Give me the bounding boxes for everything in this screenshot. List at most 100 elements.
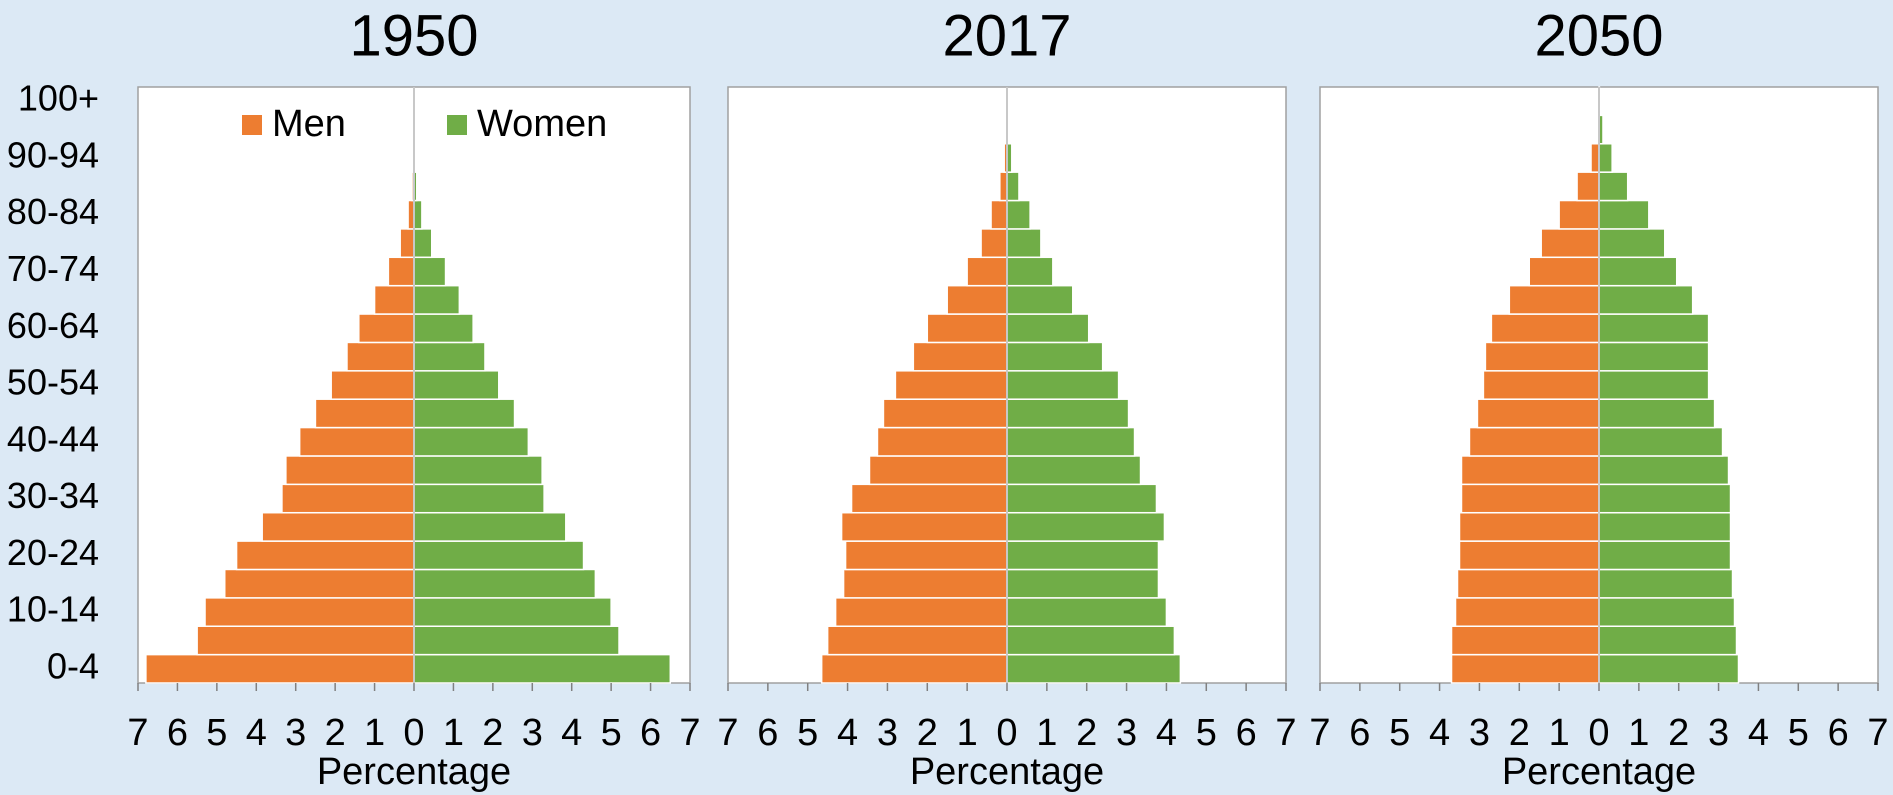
x-tick-label: 1 — [364, 712, 385, 754]
chart-title: 1950 — [349, 3, 478, 68]
bar — [1598, 370, 1710, 400]
bar — [926, 313, 1008, 344]
x-tick-label: 2 — [1509, 712, 1530, 754]
bar — [298, 426, 415, 457]
bar — [1006, 256, 1054, 287]
bar — [1598, 284, 1694, 315]
y-tick-label: 20-24 — [7, 532, 99, 573]
x-tick-label: 6 — [1828, 712, 1849, 754]
x-tick-label: 5 — [206, 712, 227, 754]
bar — [1484, 341, 1600, 372]
bar — [413, 256, 447, 287]
chart-title: 2050 — [1534, 3, 1663, 68]
bar — [413, 426, 530, 457]
x-tick-label: 7 — [1867, 712, 1888, 754]
bar — [1540, 228, 1600, 259]
x-tick-label: 2 — [1668, 712, 1689, 754]
x-tick-label: 0 — [403, 712, 424, 754]
y-tick-label: 0-4 — [47, 645, 99, 686]
bar — [1006, 313, 1090, 344]
x-tick-label: 5 — [1196, 712, 1217, 754]
bar — [413, 199, 423, 230]
bar — [373, 284, 415, 315]
x-tick-label: 1 — [957, 712, 978, 754]
bar — [1490, 313, 1600, 344]
y-tick-label: 60-64 — [7, 305, 99, 346]
bar — [285, 455, 415, 486]
x-tick-label: 2 — [482, 712, 503, 754]
bar — [1598, 228, 1666, 259]
bar — [826, 625, 1008, 656]
bar — [1576, 171, 1600, 202]
bar — [1590, 143, 1600, 173]
bar — [1456, 568, 1600, 599]
x-tick-label: 3 — [877, 712, 898, 754]
bar — [1598, 568, 1734, 599]
bar — [882, 398, 1008, 429]
bar — [850, 483, 1008, 514]
bar — [1006, 228, 1042, 259]
bar — [413, 540, 585, 571]
bar — [1476, 398, 1600, 429]
x-tick-label: 2 — [917, 712, 938, 754]
bar — [1528, 256, 1600, 287]
bar — [358, 313, 415, 344]
bar — [330, 370, 415, 400]
bar — [1006, 540, 1160, 571]
bar — [1460, 455, 1600, 486]
bar — [1598, 199, 1650, 230]
bar — [1006, 511, 1166, 542]
bar — [990, 199, 1008, 230]
legend-label: Men — [272, 103, 346, 145]
bar — [413, 228, 433, 259]
y-tick-label: 50-54 — [7, 362, 99, 403]
bar — [261, 511, 415, 542]
bar — [413, 511, 567, 542]
y-tick-label: 30-34 — [7, 475, 99, 516]
bar — [314, 398, 415, 429]
bar — [413, 625, 620, 656]
x-tick-label: 7 — [679, 712, 700, 754]
bar — [840, 511, 1008, 542]
x-tick-label: 7 — [127, 712, 148, 754]
bar — [281, 483, 415, 514]
x-tick-label: 4 — [1156, 712, 1177, 754]
bar — [842, 568, 1008, 599]
x-tick-label: 5 — [601, 712, 622, 754]
bar — [413, 313, 474, 344]
bar — [1598, 597, 1736, 627]
bar — [413, 568, 597, 599]
bar — [1598, 426, 1724, 457]
chart-title: 2017 — [942, 3, 1071, 68]
legend-swatch — [242, 115, 262, 135]
bar — [1460, 483, 1600, 514]
x-tick-label: 4 — [1429, 712, 1450, 754]
bar — [912, 341, 1008, 372]
x-tick-label: 1 — [1549, 712, 1570, 754]
bar — [1598, 455, 1730, 486]
bar — [1006, 455, 1142, 486]
bar — [1458, 540, 1600, 571]
x-tick-label: 6 — [757, 712, 778, 754]
x-tick-label: 7 — [1309, 712, 1330, 754]
x-tick-label: 3 — [1116, 712, 1137, 754]
bar — [1006, 483, 1158, 514]
bar — [868, 455, 1008, 486]
x-tick-label: 6 — [167, 712, 188, 754]
x-tick-label: 7 — [717, 712, 738, 754]
bar — [1558, 199, 1600, 230]
bar — [413, 398, 516, 429]
bar — [413, 284, 461, 315]
y-tick-label: 40-44 — [7, 418, 99, 459]
x-tick-label: 3 — [1469, 712, 1490, 754]
y-tick-label: 90-94 — [7, 134, 99, 175]
bar — [413, 341, 486, 372]
x-tick-label: 2 — [1076, 712, 1097, 754]
y-tick-label: 70-74 — [7, 248, 99, 289]
bar — [413, 455, 543, 486]
legend-label: Women — [477, 103, 607, 145]
bar — [1598, 483, 1732, 514]
bar — [1482, 370, 1600, 400]
bar — [1598, 256, 1678, 287]
